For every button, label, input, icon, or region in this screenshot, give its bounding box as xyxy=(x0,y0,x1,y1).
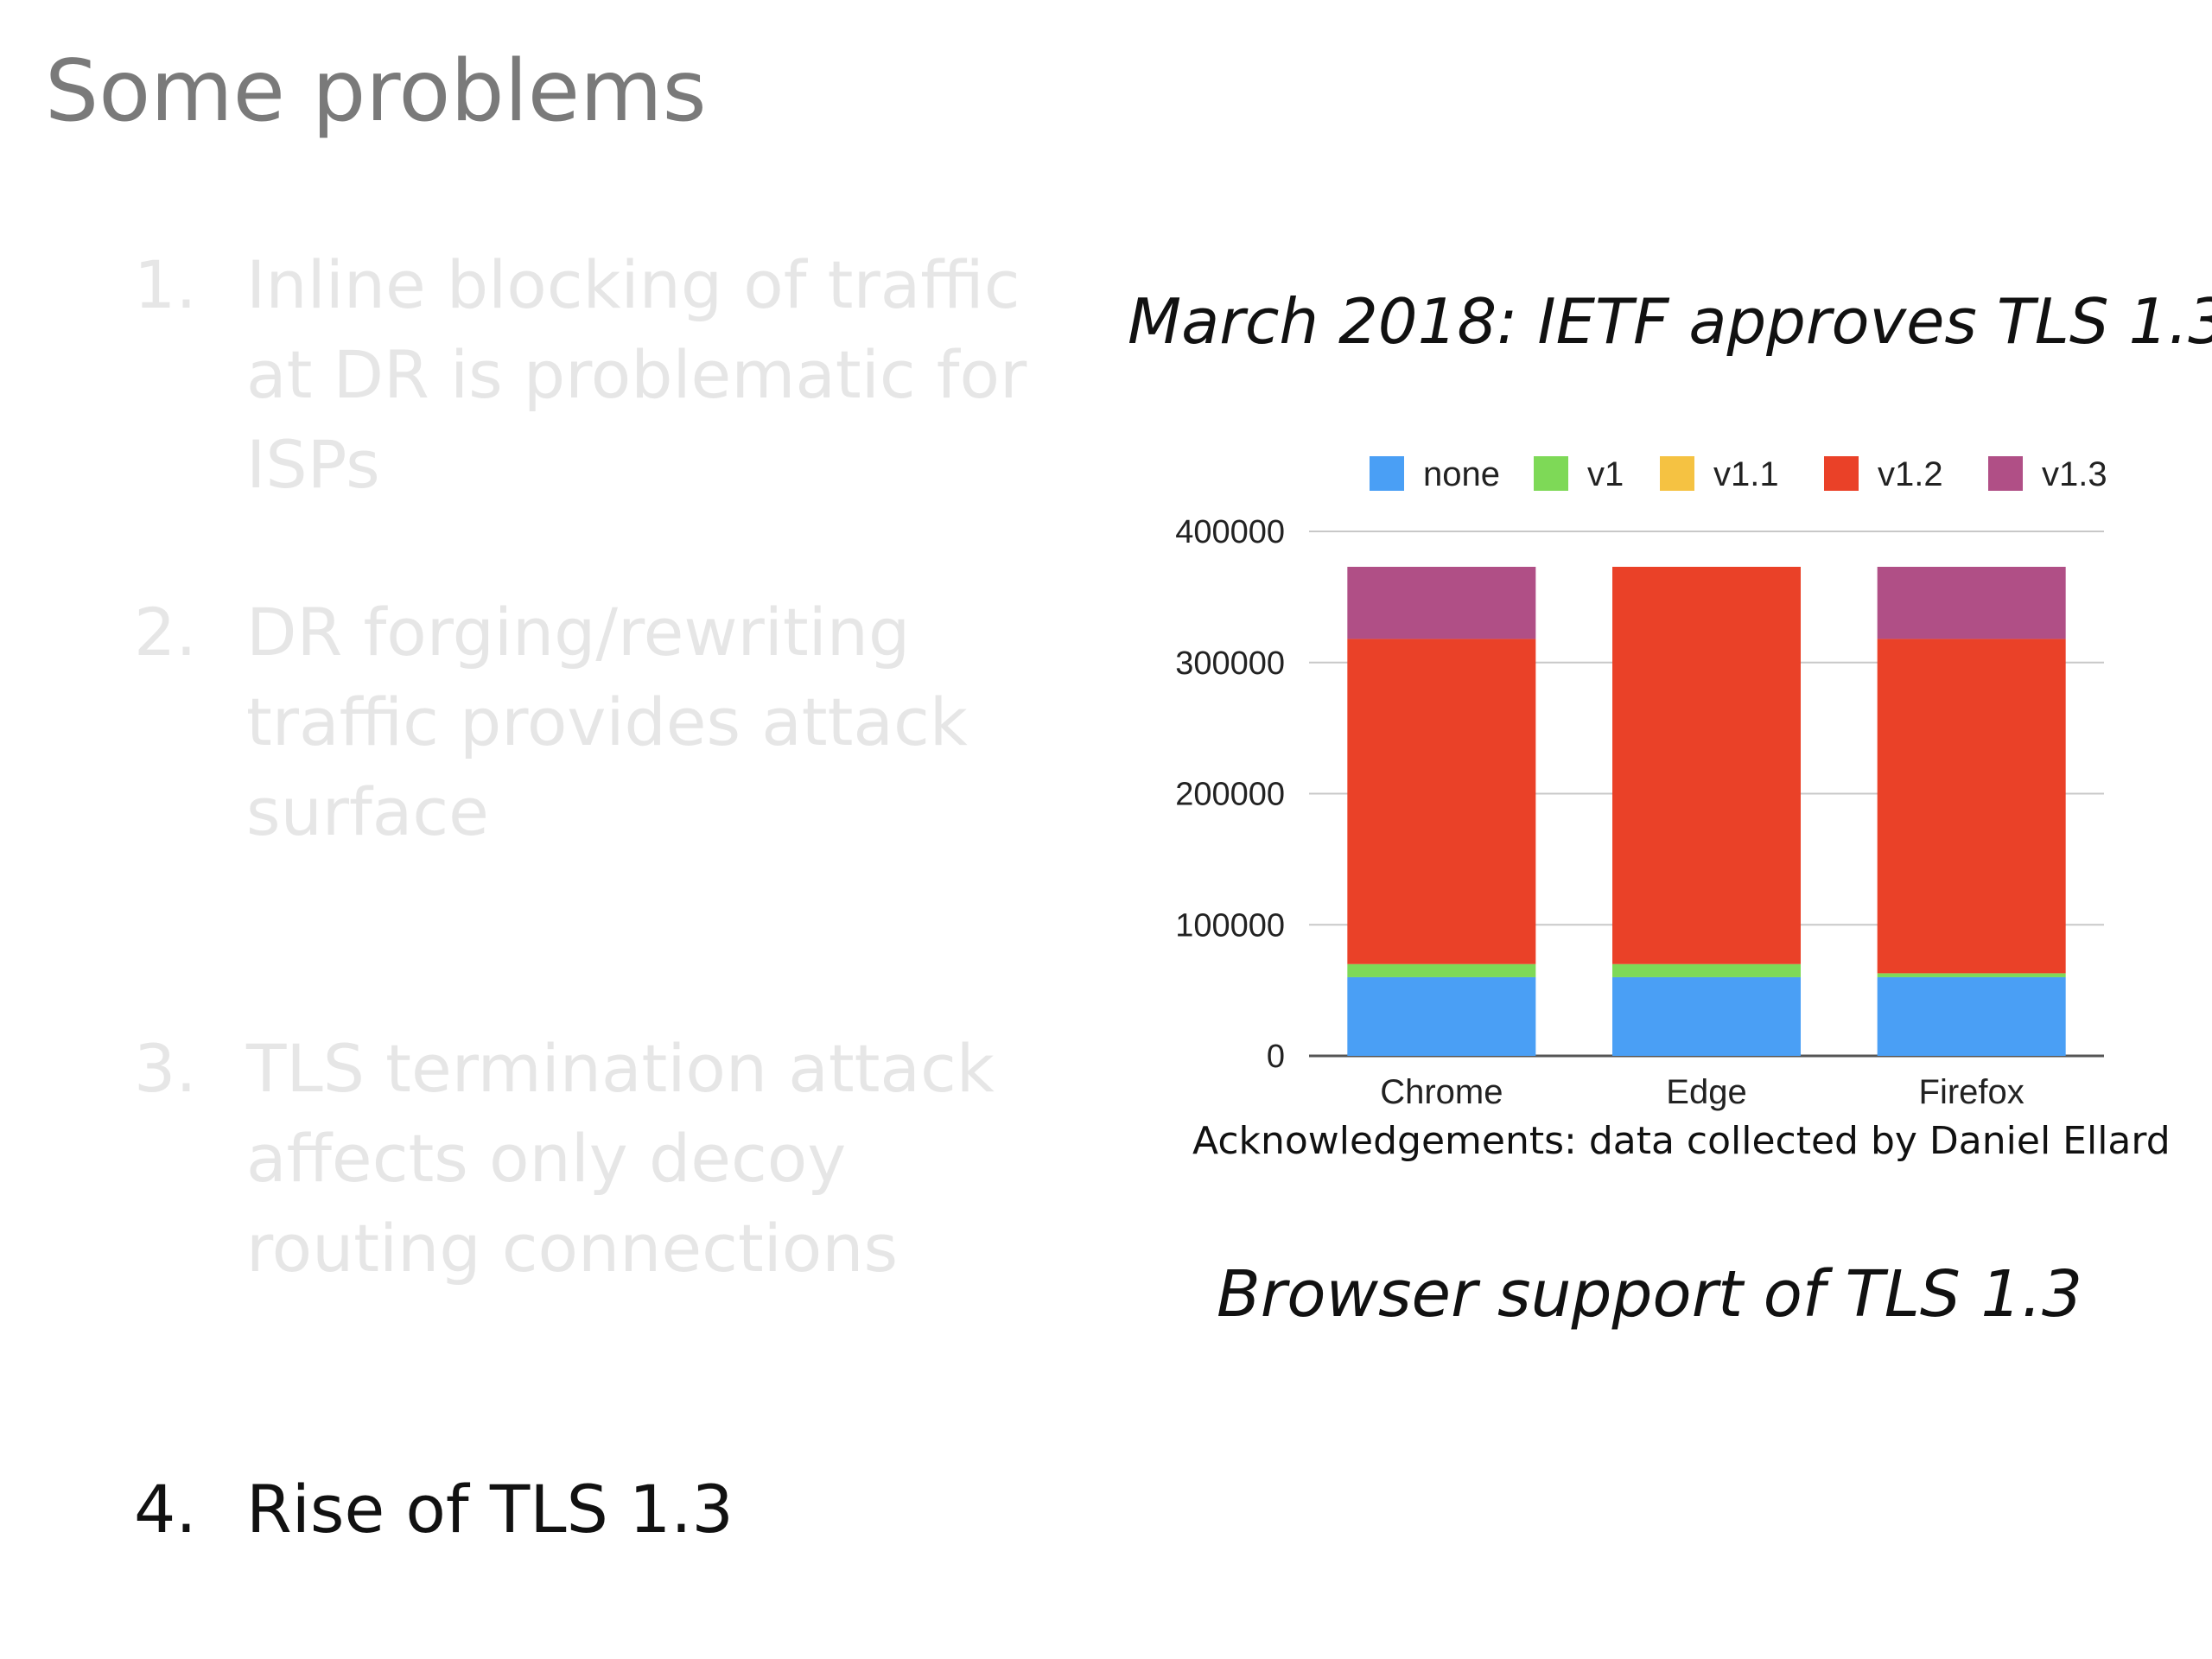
problem-item-2: 2. DR forging/rewriting traffic provides… xyxy=(134,588,1050,864)
bar-segment-v1-2 xyxy=(1612,566,1801,964)
problem-number: 4. xyxy=(134,1471,197,1548)
legend-label: v1.1 xyxy=(1713,455,1779,493)
bar-segment-v1 xyxy=(1612,963,1801,977)
y-tick-label: 400000 xyxy=(1175,514,1285,550)
y-tick-label: 300000 xyxy=(1175,645,1285,682)
legend-label: none xyxy=(1423,455,1500,493)
problem-text: DR forging/rewriting traffic provides at… xyxy=(246,594,968,850)
acknowledgement-text: Acknowledgements: data collected by Dani… xyxy=(1192,1119,2171,1163)
slide-title: Some problems xyxy=(45,42,707,141)
legend-label: v1.3 xyxy=(2042,455,2107,493)
legend-swatch xyxy=(1988,456,2023,491)
bar-segment-v1 xyxy=(1877,973,2066,977)
problem-text: Inline blocking of traffic at DR is prob… xyxy=(246,246,1027,503)
bar-segment-v1-2 xyxy=(1877,639,2066,974)
legend-swatch xyxy=(1824,456,1859,491)
x-tick-label: Chrome xyxy=(1380,1073,1503,1111)
legend-label: v1 xyxy=(1587,455,1624,493)
chart-caption: Browser support of TLS 1.3 xyxy=(1217,1257,2083,1332)
right-heading: March 2018: IETF approves TLS 1.3 xyxy=(1128,285,2212,358)
problem-number: 2. xyxy=(134,594,197,671)
legend-swatch xyxy=(1534,456,1568,491)
problem-item-4: 4. Rise of TLS 1.3 xyxy=(134,1465,1050,1560)
bar-segment-v1-3 xyxy=(1877,566,2066,639)
problem-text: Rise of TLS 1.3 xyxy=(246,1471,734,1548)
problem-item-3: 3. TLS termination attack affects only d… xyxy=(134,1024,1050,1300)
y-tick-label: 200000 xyxy=(1175,777,1285,813)
bar-segment-v1-2 xyxy=(1347,639,1536,964)
problem-item-1: 1. Inline blocking of traffic at DR is p… xyxy=(134,240,1050,503)
bar-segment-none xyxy=(1612,976,1801,1056)
x-tick-label: Firefox xyxy=(1919,1073,2024,1111)
y-tick-label: 0 xyxy=(1267,1039,1285,1075)
problem-text: TLS termination attack affects only deco… xyxy=(246,1030,995,1287)
problem-number: 3. xyxy=(134,1030,197,1107)
bar-segment-none xyxy=(1877,976,2066,1056)
bar-segment-none xyxy=(1347,976,1536,1056)
legend-swatch xyxy=(1660,456,1694,491)
x-tick-label: Edge xyxy=(1666,1073,1746,1111)
bar-segment-v1-3 xyxy=(1347,566,1536,639)
legend-label: v1.2 xyxy=(1878,455,1943,493)
problem-number: 1. xyxy=(134,246,197,323)
y-tick-label: 100000 xyxy=(1175,907,1285,944)
tls-version-chart: 400000 300000 200000 100000 0 Chrome Edge Firef… xyxy=(1175,455,2107,1111)
legend-swatch xyxy=(1370,456,1404,491)
bar-segment-v1 xyxy=(1347,963,1536,977)
